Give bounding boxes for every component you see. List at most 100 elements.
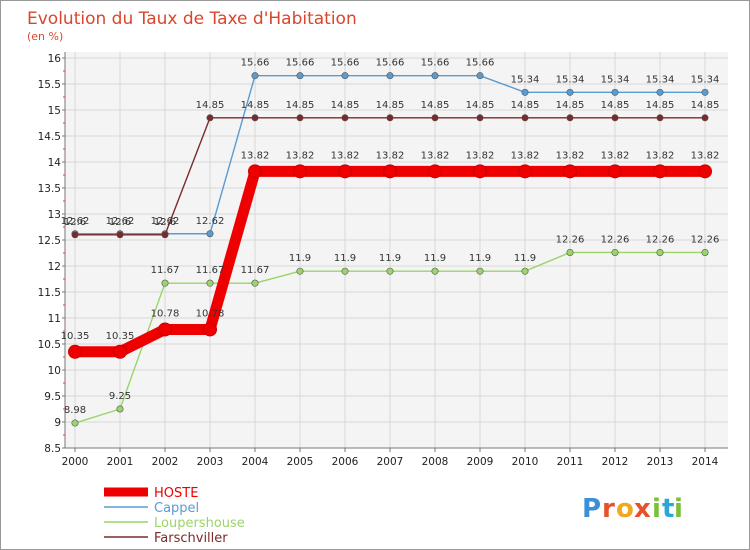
data-point-farschviller: [521, 114, 529, 122]
data-point-loupershouse: [521, 267, 529, 275]
data-label-cappel: 15.66: [241, 58, 270, 69]
data-label-farschviller: 14.85: [691, 100, 720, 111]
data-label-loupershouse: 11.9: [514, 253, 536, 264]
data-label-cappel: 15.34: [601, 74, 630, 85]
data-point-hoste: [203, 322, 217, 337]
x-tick-label: 2001: [107, 456, 134, 468]
data-label-hoste: 13.82: [511, 150, 540, 161]
data-label-cappel: 15.66: [376, 58, 405, 69]
data-label-farschviller: 12.6: [64, 217, 86, 228]
x-tick-label: 2012: [602, 456, 629, 468]
data-label-farschviller: 14.85: [466, 100, 495, 111]
data-label-loupershouse: 12.26: [556, 234, 585, 245]
data-point-loupershouse: [161, 279, 169, 287]
x-tick-label: 2013: [647, 456, 674, 468]
data-point-hoste: [293, 164, 307, 179]
y-tick-label: 12: [48, 261, 61, 273]
legend-label-loupershouse: Loupershouse: [154, 516, 245, 531]
data-point-farschviller: [611, 114, 619, 122]
data-point-loupershouse: [611, 248, 619, 256]
data-label-loupershouse: 11.67: [241, 265, 270, 276]
x-tick-label: 2014: [692, 456, 719, 468]
data-point-loupershouse: [206, 279, 214, 287]
logo-letter: i: [674, 494, 683, 524]
chart-title: Evolution du Taux de Taxe d'Habitation: [27, 9, 357, 29]
data-label-farschviller: 14.85: [556, 100, 585, 111]
data-point-farschviller: [341, 114, 349, 122]
data-point-cappel: [296, 72, 304, 80]
data-point-cappel: [611, 88, 619, 96]
data-label-loupershouse: 11.9: [379, 253, 401, 264]
series-group: [68, 72, 712, 427]
data-label-hoste: 13.82: [421, 150, 450, 161]
logo-letter: P: [582, 494, 601, 524]
data-point-loupershouse: [476, 267, 484, 275]
plot-area: [65, 52, 728, 448]
data-label-cappel: 12.62: [196, 216, 225, 227]
data-label-cappel: 15.66: [421, 58, 450, 69]
y-tick-label: 16: [48, 53, 62, 65]
data-label-hoste: 13.82: [241, 150, 270, 161]
data-label-loupershouse: 11.67: [196, 265, 225, 276]
y-tick-label: 12.5: [38, 235, 61, 247]
data-label-loupershouse: 11.9: [424, 253, 446, 264]
data-label-hoste: 13.82: [466, 150, 495, 161]
chart-subtitle: (en %): [27, 30, 63, 43]
data-label-hoste: 13.82: [286, 150, 315, 161]
data-label-loupershouse: 8.98: [64, 405, 86, 416]
data-label-loupershouse: 12.26: [601, 234, 630, 245]
y-tick-label: 15: [48, 105, 61, 117]
y-tick-label: 9.5: [44, 391, 61, 403]
data-label-cappel: 12.62: [151, 216, 180, 227]
x-tick-label: 2002: [152, 456, 179, 468]
data-label-loupershouse: 12.26: [646, 234, 675, 245]
data-point-farschviller: [251, 114, 259, 122]
legend-label-cappel: Cappel: [154, 501, 199, 516]
data-point-hoste: [563, 164, 577, 179]
data-label-cappel: 15.34: [556, 74, 585, 85]
data-label-hoste: 13.82: [376, 150, 405, 161]
data-label-cappel: 12.62: [106, 216, 135, 227]
x-tick-label: 2008: [422, 456, 449, 468]
data-point-farschviller: [656, 114, 664, 122]
data-point-hoste: [608, 164, 622, 179]
x-tick-label: 2006: [332, 456, 359, 468]
data-label-farschviller: 14.85: [376, 100, 405, 111]
data-point-loupershouse: [116, 405, 124, 413]
y-tick-label: 10: [48, 365, 61, 377]
data-point-farschviller: [206, 114, 214, 122]
data-label-cappel: 15.66: [466, 58, 495, 69]
data-label-loupershouse: 12.26: [691, 234, 720, 245]
data-point-cappel: [566, 88, 574, 96]
data-point-cappel: [656, 88, 664, 96]
data-point-loupershouse: [386, 267, 394, 275]
data-label-cappel: 12.62: [61, 216, 90, 227]
data-point-hoste: [698, 164, 712, 179]
data-point-farschviller: [431, 114, 439, 122]
data-label-loupershouse: 11.9: [469, 253, 491, 264]
data-point-farschviller: [296, 114, 304, 122]
y-tick-label: 10.5: [38, 339, 61, 351]
data-point-farschviller: [701, 114, 709, 122]
data-label-hoste: 10.35: [61, 331, 90, 342]
data-label-hoste: 13.82: [556, 150, 585, 161]
data-label-loupershouse: 11.9: [334, 253, 356, 264]
data-point-cappel: [701, 88, 709, 96]
y-tick-label: 13.5: [38, 183, 61, 195]
data-label-cappel: 15.34: [511, 74, 540, 85]
data-label-cappel: 15.34: [646, 74, 675, 85]
data-label-hoste: 13.82: [331, 150, 360, 161]
data-point-cappel: [431, 72, 439, 80]
x-tick-label: 2011: [557, 456, 584, 468]
data-point-loupershouse: [656, 248, 664, 256]
data-point-loupershouse: [431, 267, 439, 275]
x-tick-label: 2004: [242, 456, 269, 468]
data-point-loupershouse: [296, 267, 304, 275]
data-point-cappel: [521, 88, 529, 96]
x-tick-label: 2007: [377, 456, 404, 468]
data-label-farschviller: 14.85: [421, 100, 450, 111]
data-point-loupershouse: [251, 279, 259, 287]
data-point-loupershouse: [566, 248, 574, 256]
